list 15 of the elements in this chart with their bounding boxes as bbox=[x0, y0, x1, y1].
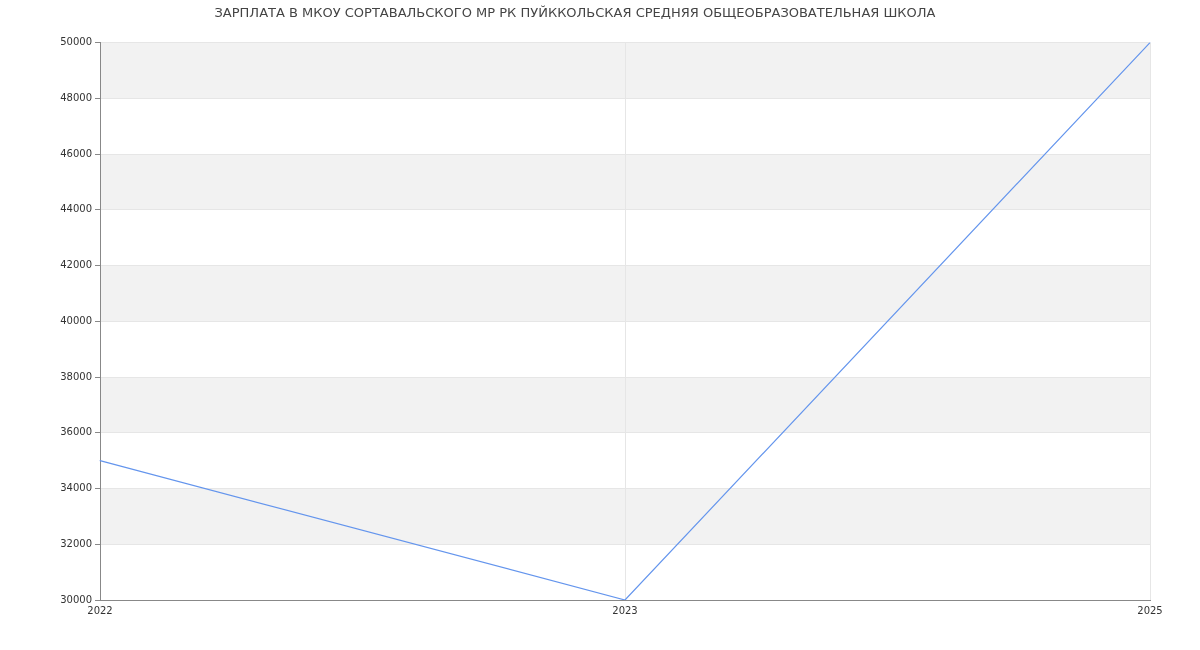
chart-title: ЗАРПЛАТА В МКОУ СОРТАВАЛЬСКОГО МР РК ПУЙККОЛЬСКАЯ СРЕДНЯЯ ОБЩЕОБРАЗОВАТЕЛЬНАЯ ШКОЛА bbox=[214, 5, 936, 21]
y-tick-label: 44000 bbox=[60, 203, 92, 215]
y-tick-label: 30000 bbox=[60, 593, 92, 605]
y-tick-label: 50000 bbox=[60, 36, 92, 48]
y-tick-label: 34000 bbox=[60, 482, 92, 494]
y-tick-label: 32000 bbox=[60, 537, 92, 549]
y-tick-label: 40000 bbox=[60, 314, 92, 326]
y-tick-label: 38000 bbox=[60, 370, 92, 382]
y-tick-label: 42000 bbox=[60, 259, 92, 271]
x-tick-label: 2023 bbox=[612, 604, 638, 616]
y-tick-label: 36000 bbox=[60, 426, 92, 438]
x-tick-label: 2025 bbox=[1137, 604, 1163, 616]
x-tick-label: 2022 bbox=[87, 604, 113, 616]
y-tick-label: 46000 bbox=[60, 147, 92, 159]
y-tick-label: 48000 bbox=[60, 91, 92, 103]
